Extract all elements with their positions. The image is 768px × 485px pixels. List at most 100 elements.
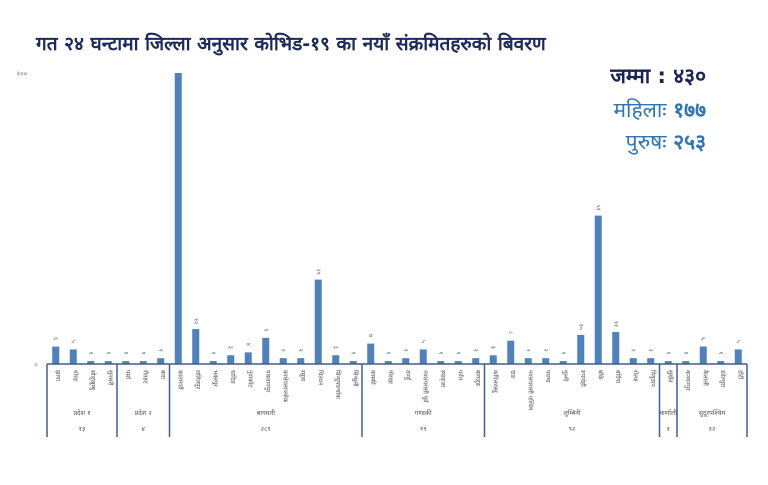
group-total: १२: [709, 425, 716, 433]
bar: [472, 358, 480, 364]
bar: [157, 358, 165, 364]
x-tick-label: सुर्खेत: [666, 370, 674, 383]
x-tick-label: स्याङ्जा: [439, 370, 446, 388]
bar: [419, 349, 427, 364]
bar: [192, 329, 200, 364]
bar: [577, 334, 585, 364]
x-tick-label: कञ्चनपुर: [684, 370, 691, 391]
group-label: बागमती: [257, 409, 276, 417]
data-label: २: [402, 349, 409, 352]
data-label: २: [542, 349, 549, 352]
bar: [664, 361, 672, 364]
total-value: ४३०: [673, 64, 706, 88]
x-tick-label: गोरखा: [386, 370, 394, 384]
bar: [384, 361, 392, 364]
bar: [122, 361, 130, 364]
bar: [717, 361, 725, 364]
data-label: २: [647, 349, 654, 352]
bar: [489, 355, 497, 364]
data-label: १: [682, 352, 689, 355]
x-tick-label: बागलुङ: [474, 370, 481, 386]
x-tick-label: धादिङ: [229, 370, 237, 384]
x-tick-label: कैलाली: [701, 370, 709, 386]
x-tick-label: सुनसरी: [106, 370, 114, 386]
bar: [139, 361, 147, 364]
data-label: २: [472, 349, 479, 352]
group-label: सुदूरपश्चिम: [699, 409, 726, 417]
x-tick-label: बाँके: [596, 370, 604, 380]
bar: [437, 361, 445, 364]
data-label: ५: [734, 340, 741, 343]
female-summary: महिलाः १७७: [613, 96, 706, 124]
data-label: २: [297, 349, 304, 352]
data-label: १: [454, 352, 461, 355]
data-label: १: [384, 352, 391, 355]
x-tick-label: रुपन्देही: [579, 370, 587, 387]
bar: [244, 352, 252, 364]
group-total: १९: [420, 425, 427, 433]
male-label: पुरुषः: [625, 130, 667, 154]
bar: [507, 340, 515, 364]
male-summary: पुरुषः २५३: [626, 128, 706, 156]
bar: [647, 358, 655, 364]
data-label: १०: [577, 324, 584, 330]
data-label: ११: [612, 321, 619, 327]
data-label: ३: [227, 346, 234, 349]
x-tick-label: दाङ: [509, 370, 516, 379]
x-tick-label: रौतहट: [141, 370, 149, 385]
y-tick-label: ०: [34, 361, 38, 369]
x-tick-label: रसुवा: [299, 370, 306, 382]
x-tick-label: पर्सा: [124, 370, 132, 380]
data-label: ३: [489, 346, 496, 349]
group-total: २८९: [261, 425, 271, 433]
data-label: ३: [332, 346, 339, 349]
group-label: प्रदेश २: [135, 409, 152, 417]
data-label: २: [629, 349, 636, 352]
bar: [174, 73, 182, 364]
x-tick-label: काठमाडौं: [176, 370, 184, 390]
data-label: २९: [314, 268, 321, 274]
female-value: १७७: [673, 98, 706, 122]
y-tick-label: १००: [17, 70, 28, 78]
group-label: लुम्बिनी: [563, 409, 581, 417]
bar: [52, 346, 60, 364]
x-tick-label: काभ्रेपलाञ्चोक: [281, 370, 289, 403]
x-tick-label: ललितपुर: [194, 370, 202, 390]
data-label: ५: [69, 340, 76, 343]
x-tick-label: डोटी: [736, 369, 744, 380]
data-label: १: [664, 352, 671, 355]
bar: [104, 361, 112, 364]
data-label: ८: [507, 331, 514, 334]
data-label: ५१: [594, 204, 601, 210]
bar: [524, 358, 532, 364]
bar: [682, 361, 690, 364]
x-tick-label: कपिलवस्तु: [491, 370, 499, 394]
x-tick-label: नवलपरासी पश्चिम: [526, 370, 534, 411]
bar: [297, 358, 305, 364]
x-tick-label: चितवन: [316, 370, 324, 386]
x-tick-label: तनहुँ: [404, 370, 412, 381]
group-total: ४: [142, 425, 146, 433]
data-label: १: [139, 352, 146, 355]
bar: [559, 361, 567, 364]
bar: [629, 358, 637, 364]
total-label: जम्मा :: [610, 64, 666, 88]
bar: [209, 361, 217, 364]
data-label: ५: [419, 340, 426, 343]
data-label: ६: [52, 337, 59, 340]
x-tick-label: नवलपरासी पूर्व: [421, 370, 429, 403]
data-label: ९: [262, 328, 269, 331]
bar: [402, 358, 410, 364]
bar: [699, 346, 707, 364]
x-tick-label: सिन्धुपाल्चोक: [334, 370, 342, 399]
chart-title: गत २४ घन्टामा जिल्ला अनुसार कोभिड-१९ का …: [36, 33, 546, 55]
bar: [594, 215, 602, 364]
data-label: ७: [367, 334, 374, 337]
data-label: ६: [699, 337, 706, 340]
bar: [227, 355, 235, 364]
bar: [314, 279, 322, 364]
bar: [367, 343, 375, 364]
group-label: गण्डकी: [415, 409, 432, 417]
bar: [332, 355, 340, 364]
